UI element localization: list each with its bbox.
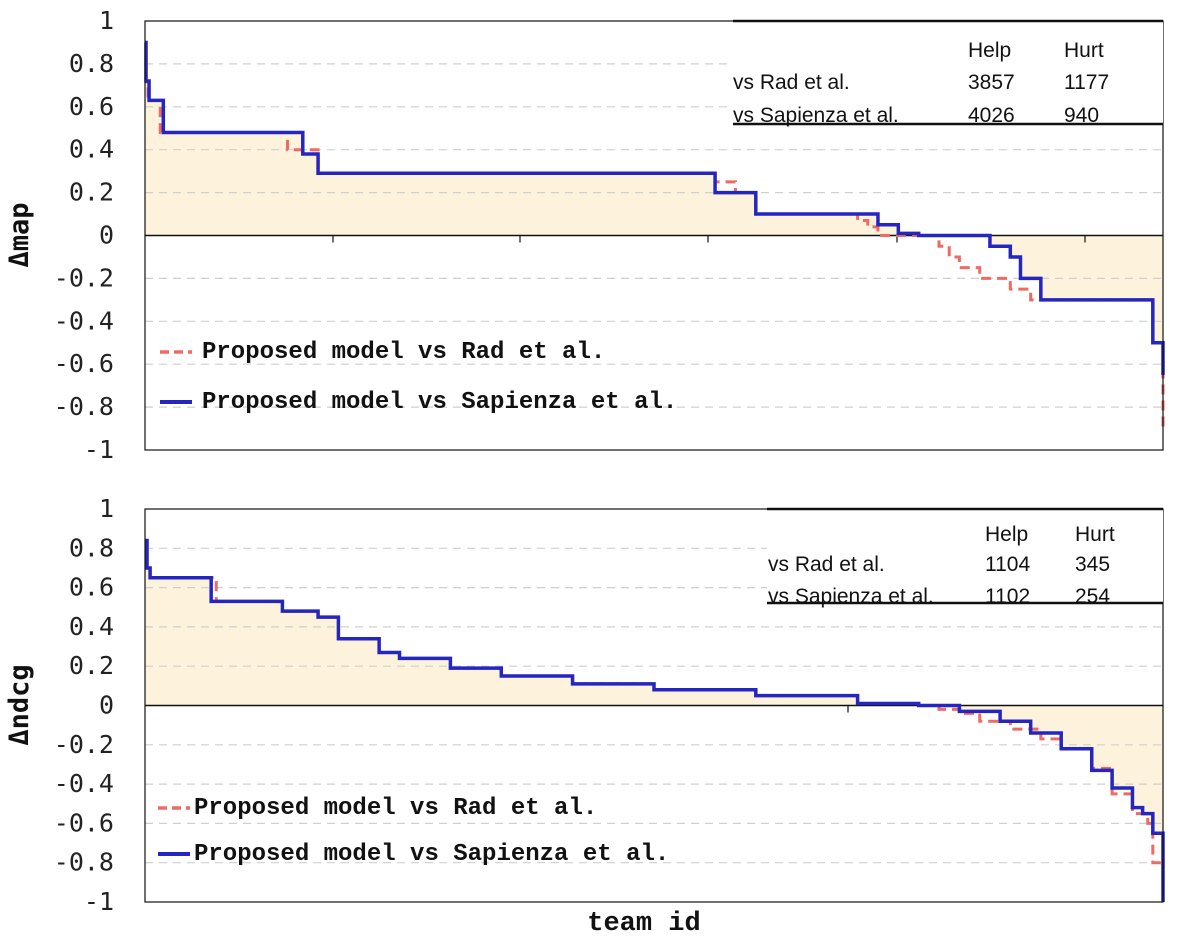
y-tick-label: -1 (84, 887, 114, 916)
y-tick-label: 0.6 (69, 573, 114, 602)
y-tick-label: -0.6 (54, 808, 114, 837)
y-tick-label: 1 (99, 494, 114, 523)
map-delta-panel: 1 0.8 0.6 0.4 0.2 0 -0.2 -0.4 -0.6 -0.8 -1 Help Hurt… (4, 6, 1165, 464)
series-line-sapienza (145, 538, 1165, 902)
table-cell: 1177 (1064, 71, 1109, 94)
table-header-help: Help (968, 39, 1011, 62)
plot-frame (144, 20, 1164, 451)
table-background (767, 509, 1163, 603)
y-tick-label: 0.4 (69, 612, 114, 641)
y-tick-label: -0.8 (54, 392, 114, 421)
legend-label: Proposed model vs Sapienza et al. (194, 841, 669, 868)
table-header-help: Help (985, 523, 1028, 546)
legend-label: Proposed model vs Sapienza et al. (202, 389, 677, 416)
y-axis-label: Δndcg (4, 664, 35, 745)
y-tick-label: -0.2 (54, 263, 114, 292)
y-tick-label: 0 (99, 691, 114, 720)
legend-label: Proposed model vs Rad et al. (202, 339, 605, 366)
table-cell: vs Rad et al. (768, 553, 885, 576)
table-cell: vs Sapienza et al. (768, 585, 934, 608)
y-tick-label: 0.8 (69, 533, 114, 562)
plot-frame (144, 508, 1164, 903)
x-axis-label: team id (587, 909, 700, 939)
table-cell: vs Sapienza et al. (733, 104, 899, 127)
series-line-sapienza (144, 40, 1165, 375)
y-tick-label: 0.2 (69, 651, 114, 680)
table-cell: 940 (1064, 104, 1099, 127)
y-tick-label: 0.4 (69, 135, 114, 164)
table-cell: vs Rad et al. (733, 71, 850, 94)
y-tick-label: -0.4 (54, 769, 114, 798)
y-tick-label: -0.4 (54, 306, 114, 335)
y-tick-label: 0.6 (69, 92, 114, 121)
ndcg-delta-panel: 1 0.8 0.6 0.4 0.2 0 -0.2 -0.4 -0.6 -0.8 -1 Help Hurt… (4, 494, 1165, 939)
table-cell: 1104 (985, 553, 1030, 576)
legend-label: Proposed model vs Rad et al. (194, 795, 597, 822)
y-tick-label: -1 (84, 435, 114, 464)
table-cell: 3857 (968, 71, 1015, 94)
y-tick-label: 0.2 (69, 178, 114, 207)
table-cell: 345 (1075, 553, 1110, 576)
y-axis-label: Δmap (4, 202, 35, 267)
y-tick-label: -0.8 (54, 848, 114, 877)
table-background (733, 21, 1163, 124)
y-tick-label: 0 (99, 221, 114, 250)
table-header-hurt: Hurt (1075, 523, 1115, 546)
y-tick-label: -0.2 (54, 730, 114, 759)
y-tick-label: -0.6 (54, 349, 114, 378)
y-tick-label: 1 (99, 6, 114, 35)
table-cell: 254 (1075, 585, 1110, 608)
table-cell: 1102 (985, 585, 1030, 608)
table-header-hurt: Hurt (1064, 39, 1104, 62)
table-cell: 4026 (968, 104, 1015, 127)
y-tick-label: 0.8 (69, 49, 114, 78)
